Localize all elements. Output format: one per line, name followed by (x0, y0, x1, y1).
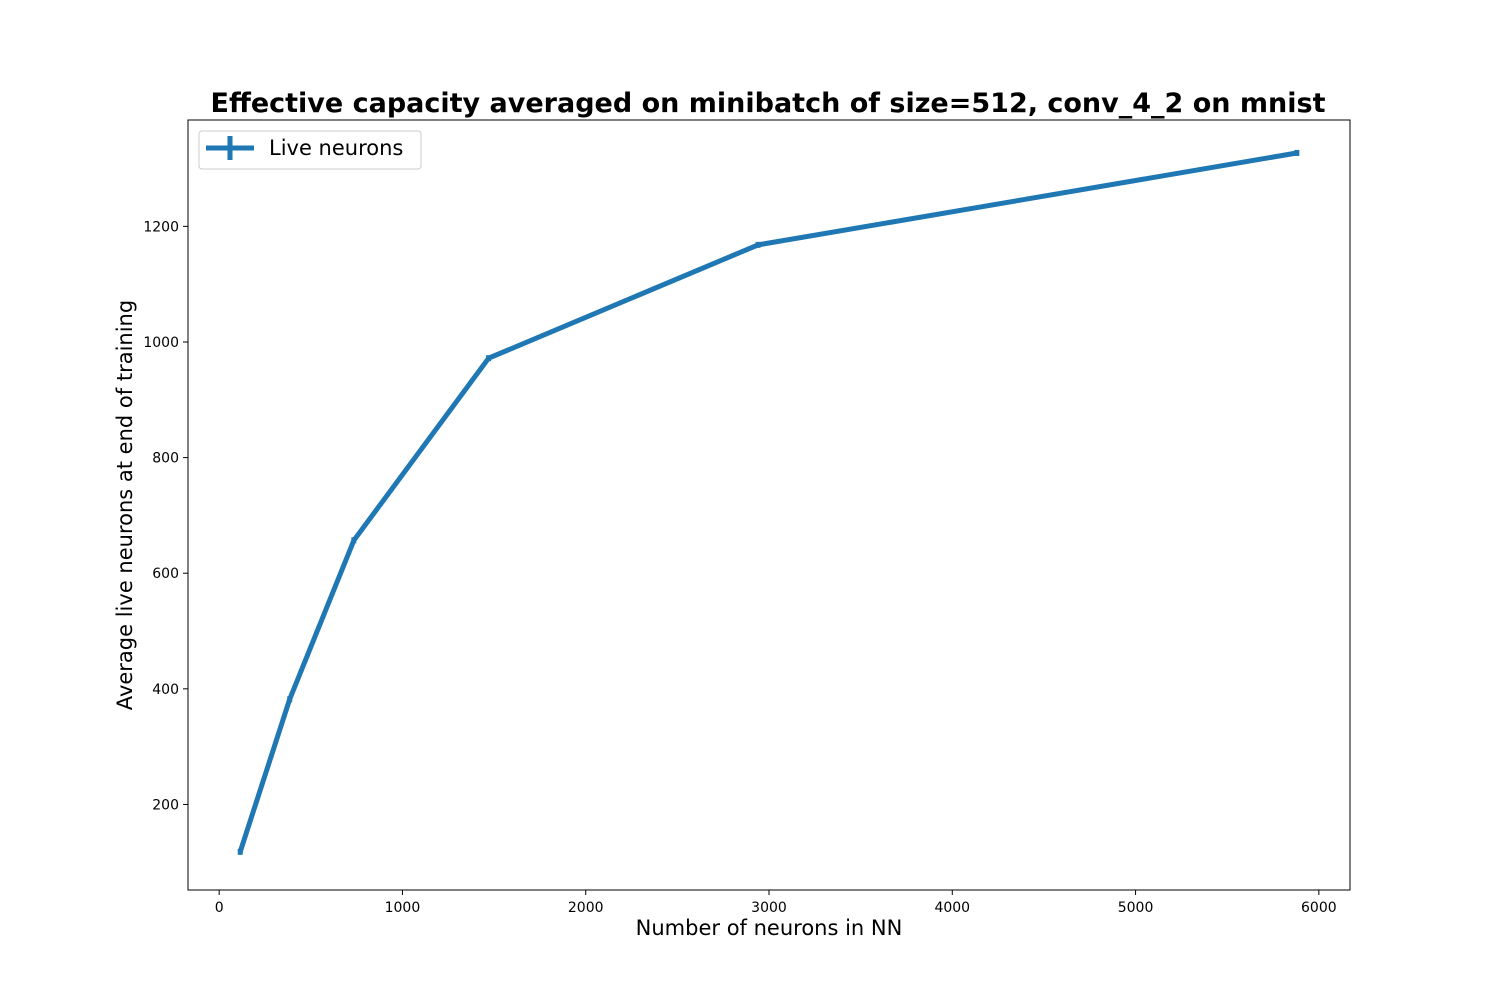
x-tick-label: 1000 (385, 900, 421, 916)
x-tick-label: 5000 (1118, 900, 1154, 916)
y-tick-label: 1200 (143, 219, 179, 235)
y-axis: 200 400 600 800 1000 1200 (143, 219, 188, 813)
y-tick-label: 800 (152, 451, 179, 467)
x-tick-label: 0 (215, 900, 224, 916)
plot-area (187, 119, 1351, 891)
y-tick-label: 1000 (143, 335, 179, 351)
y-tick-label: 400 (152, 682, 179, 698)
legend-box (198, 130, 422, 170)
x-tick-label: 2000 (568, 900, 604, 916)
x-tick-label: 3000 (751, 900, 787, 916)
x-tick-label: 6000 (1301, 900, 1337, 916)
y-tick-label: 200 (152, 797, 179, 813)
x-axis-label: Number of neurons in NN (636, 916, 903, 940)
legend-label-live-neurons: Live neurons (269, 136, 403, 160)
x-tick-label: 4000 (934, 900, 970, 916)
legend: Live neurons (198, 130, 422, 170)
y-tick-label: 600 (152, 566, 179, 582)
y-axis-label: Average live neurons at end of training (113, 300, 137, 710)
series-line-live-neurons (237, 150, 1298, 853)
chart-title: Effective capacity averaged on minibatch… (211, 88, 1326, 119)
x-axis: 0 1000 2000 3000 4000 5000 6000 (215, 890, 1337, 916)
series-layer (237, 149, 1300, 855)
